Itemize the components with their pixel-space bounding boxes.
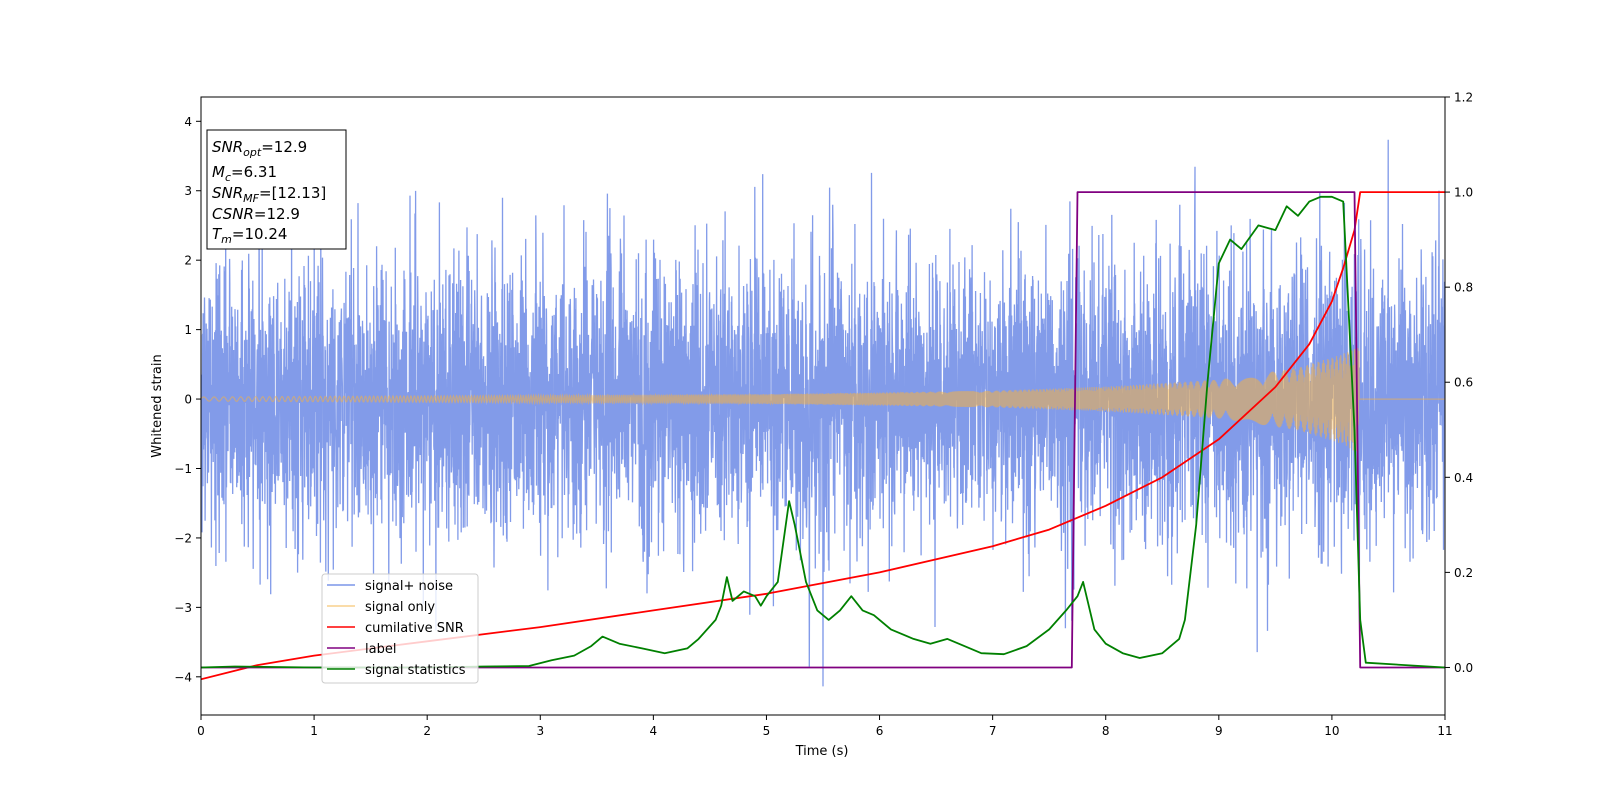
x-axis-ticks: 0 1 2 3 4 5 6 7 8 9 10 11 xyxy=(197,715,1453,738)
info-box: SNRopt=12.9 Mc=6.31 SNRMF=[12.13] CSNR=1… xyxy=(206,129,347,250)
y-tick-label: 2 xyxy=(184,254,192,268)
y-tick-label: 0 xyxy=(184,393,192,407)
y2-tick-label: 1.2 xyxy=(1454,91,1473,105)
x-axis-label: Time (s) xyxy=(795,744,849,759)
x-tick-label: 7 xyxy=(989,724,997,738)
series-signal-only xyxy=(201,348,1445,452)
y-tick-label: 4 xyxy=(184,115,192,129)
x-tick-label: 1 xyxy=(310,724,318,738)
y-tick-label: 1 xyxy=(184,323,192,337)
legend-label-cumulative-snr: cumilative SNR xyxy=(365,621,464,636)
x-tick-label: 0 xyxy=(197,724,205,738)
x-tick-label: 8 xyxy=(1102,724,1110,738)
x-tick-label: 10 xyxy=(1324,724,1339,738)
series-signal-statistics xyxy=(201,195,1445,669)
info-box-frame xyxy=(206,129,347,250)
info-snr-mf: SNRMF=[12.13] xyxy=(212,184,326,205)
legend: signal+ noise signal only cumilative SNR… xyxy=(321,573,479,684)
plot-frame xyxy=(200,96,1446,716)
y2-tick-label: 1.0 xyxy=(1454,186,1473,200)
y-tick-label: −3 xyxy=(174,601,192,615)
legend-label-signal-statistics: signal statistics xyxy=(365,663,466,678)
x-tick-label: 2 xyxy=(423,724,431,738)
series-label xyxy=(201,191,1445,669)
legend-label-label: label xyxy=(365,642,396,657)
y-tick-label: −2 xyxy=(174,531,192,545)
y-axis-label: Whitened strain xyxy=(150,354,165,457)
x-tick-label: 5 xyxy=(763,724,771,738)
y2-tick-label: 0.2 xyxy=(1454,566,1473,580)
x-tick-label: 6 xyxy=(876,724,884,738)
legend-label-signal-only: signal only xyxy=(365,600,435,615)
y-tick-label: −4 xyxy=(174,670,192,684)
y-tick-label: 3 xyxy=(184,184,192,198)
info-tm: Tm=10.24 xyxy=(212,225,287,246)
series-signal-noise xyxy=(201,139,1445,687)
x-tick-label: 11 xyxy=(1437,724,1452,738)
y2-tick-label: 0.8 xyxy=(1454,281,1473,295)
y2-tick-label: 0.0 xyxy=(1454,661,1473,675)
y-axis-ticks: −4 −3 −2 −1 0 1 2 3 4 xyxy=(174,115,201,684)
x-tick-label: 9 xyxy=(1215,724,1223,738)
y2-tick-label: 0.6 xyxy=(1454,376,1473,390)
info-csnr: CSNR=12.9 xyxy=(212,205,300,223)
info-mc: Mc=6.31 xyxy=(212,163,277,184)
y2-axis-ticks: 0.0 0.2 0.4 0.6 0.8 1.0 1.2 xyxy=(1445,91,1473,675)
info-snr-opt: SNRopt=12.9 xyxy=(212,138,307,159)
y2-tick-label: 0.4 xyxy=(1454,471,1473,485)
x-tick-label: 4 xyxy=(650,724,658,738)
legend-frame xyxy=(321,573,479,684)
x-tick-label: 3 xyxy=(536,724,544,738)
y-tick-label: −1 xyxy=(174,462,192,476)
legend-label-signal-noise: signal+ noise xyxy=(365,579,453,594)
